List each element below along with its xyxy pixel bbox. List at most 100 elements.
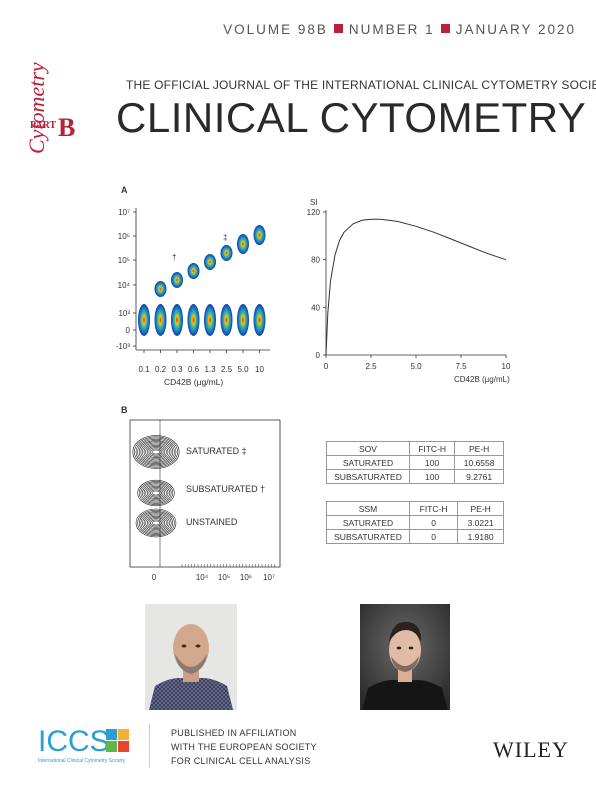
si-ytick-label: 40 bbox=[311, 303, 320, 312]
contour-ring bbox=[148, 447, 164, 457]
contour-ring bbox=[142, 483, 170, 503]
panel-a-label: A bbox=[121, 185, 128, 195]
hist-xtick-label: 10⁶ bbox=[240, 573, 252, 582]
dot-xtick-label: 10 bbox=[255, 365, 264, 374]
unstained-population bbox=[154, 304, 167, 336]
contour-ring bbox=[135, 437, 177, 467]
portrait-photo-right bbox=[360, 604, 450, 710]
dot-xtick-label: 0.2 bbox=[155, 365, 167, 374]
stained-population bbox=[253, 225, 266, 245]
contour-plot: 0 10⁴ 10⁵ 10⁶ 10⁷ bbox=[129, 419, 281, 582]
table-cell: SSM bbox=[326, 501, 410, 516]
dot-xtick-label: 5.0 bbox=[237, 365, 249, 374]
si-xtick-label: 7.5 bbox=[455, 362, 467, 371]
si-ytick-label: 0 bbox=[316, 351, 321, 360]
table-header-row: SOV FITC-H PE-H bbox=[326, 441, 504, 456]
contour-ring bbox=[142, 513, 170, 533]
ssm-table: SSM FITC-H PE-H SATURATED 0 3.0221 SUBSA… bbox=[326, 501, 504, 544]
table-cell: 1.9180 bbox=[457, 529, 504, 544]
contour-ring bbox=[138, 481, 174, 505]
dot-xtick-label: 1.3 bbox=[204, 365, 216, 374]
contour-ring bbox=[132, 435, 180, 469]
dot-ytick-label: 10³ bbox=[118, 309, 130, 318]
si-xtick-label: 10 bbox=[502, 362, 511, 371]
published-line-2: WITH THE EUROPEAN SOCIETY bbox=[171, 742, 317, 752]
table-cell: SUBSATURATED bbox=[326, 529, 410, 544]
contour-ring bbox=[143, 443, 169, 461]
separator-square-icon bbox=[440, 24, 450, 33]
si-xtick-label: 0 bbox=[324, 362, 329, 371]
contour-ring bbox=[134, 436, 178, 468]
table-cell: 0 bbox=[408, 529, 459, 544]
issue-line: VOLUME 98B NUMBER 1 JANUARY 2020 bbox=[223, 22, 576, 37]
society-line: THE OFFICIAL JOURNAL OF THE INTERNATIONA… bbox=[126, 78, 596, 92]
si-xtick-label: 5.0 bbox=[410, 362, 422, 371]
table-cell: 100 bbox=[408, 469, 456, 484]
number-text: NUMBER 1 bbox=[348, 22, 435, 37]
dot-ytick-label: -10³ bbox=[116, 342, 131, 351]
stained-population bbox=[154, 281, 167, 297]
dot-plot: 10⁷ 10⁶ 10⁵ 10⁴ 10³ 0 -10³ 0.1 0.2 0.3 0.6 1.3 2.5 5… bbox=[116, 208, 270, 374]
sov-table: SOV FITC-H PE-H SATURATED 100 10.6558 SU… bbox=[326, 441, 504, 484]
dagger-mark: † bbox=[172, 253, 176, 262]
contour-ring bbox=[151, 520, 161, 526]
date-text: JANUARY 2020 bbox=[455, 22, 576, 37]
contour-ring bbox=[137, 438, 175, 466]
table-cell: PE-H bbox=[454, 441, 504, 456]
iccs-subtitle: International Clinical Cytometry Society bbox=[38, 758, 125, 764]
table-cell: 9.2761 bbox=[454, 469, 504, 484]
si-ylabel: SI bbox=[310, 198, 318, 207]
published-line-1: PUBLISHED IN AFFILIATION bbox=[171, 728, 297, 738]
volume-text: VOLUME 98B bbox=[223, 22, 328, 37]
unstained-population bbox=[171, 304, 183, 336]
table-cell: FITC-H bbox=[408, 441, 456, 456]
contour-ring bbox=[140, 482, 172, 504]
table-cell: 100 bbox=[408, 455, 456, 470]
table-cell: SATURATED bbox=[326, 455, 410, 470]
unstained-population bbox=[237, 304, 249, 336]
unstained-population bbox=[187, 304, 200, 336]
hist-xtick-label: 10⁵ bbox=[218, 573, 230, 582]
dot-ytick-label: 10⁶ bbox=[118, 232, 130, 241]
contour-ring bbox=[143, 514, 169, 532]
table-cell: PE-H bbox=[457, 501, 504, 516]
logo-letter: B bbox=[58, 113, 76, 142]
table-row: SUBSATURATED 0 1.9180 bbox=[326, 529, 504, 544]
table-row: SATURATED 100 10.6558 bbox=[326, 455, 504, 470]
iccs-logo-text: ICCS bbox=[38, 725, 110, 758]
contour-ring bbox=[137, 509, 175, 537]
contour-ring bbox=[143, 484, 169, 502]
contour-ring bbox=[150, 519, 162, 527]
dot-ytick-label: 10⁷ bbox=[118, 208, 130, 217]
published-line-3: FOR CLINICAL CELL ANALYSIS bbox=[171, 756, 311, 766]
dot-ytick-label: 0 bbox=[126, 326, 131, 335]
unstained-population bbox=[220, 304, 233, 336]
unstained-population bbox=[138, 304, 150, 336]
contour-ring bbox=[145, 515, 167, 531]
si-curve bbox=[325, 218, 507, 356]
si-chart: 0 2.5 5.0 7.5 10 0 40 80 120 SI CD42B (µg/mL) bbox=[307, 198, 511, 384]
stained-population bbox=[171, 272, 183, 288]
table-row: SATURATED 0 3.0221 bbox=[326, 515, 504, 530]
dot-xlabel: CD42B (µg/mL) bbox=[164, 377, 224, 387]
table-row: SUBSATURATED 100 9.2761 bbox=[326, 469, 504, 484]
contour-ring bbox=[145, 485, 167, 501]
unstained-population bbox=[204, 304, 216, 336]
population-saturated: SATURATED ‡ bbox=[186, 446, 247, 456]
si-ytick-label: 120 bbox=[307, 208, 321, 217]
dot-xtick-label: 0.3 bbox=[171, 365, 183, 374]
publisher-logo: WILEY bbox=[493, 737, 569, 762]
unstained-population bbox=[253, 304, 266, 336]
contour-ring bbox=[150, 448, 162, 456]
contour-ring bbox=[148, 488, 164, 498]
stained-population bbox=[220, 245, 233, 261]
portrait-photo-left bbox=[145, 604, 237, 710]
contour-ring bbox=[146, 487, 166, 499]
contour-ring bbox=[138, 440, 174, 464]
si-xlabel: CD42B (µg/mL) bbox=[454, 375, 510, 384]
ddagger-mark: ‡ bbox=[223, 233, 227, 242]
footer-divider bbox=[149, 724, 150, 768]
dot-ytick-label: 10⁴ bbox=[118, 281, 131, 290]
table-cell: SATURATED bbox=[326, 515, 410, 530]
population-unstained: UNSTAINED bbox=[186, 517, 238, 527]
